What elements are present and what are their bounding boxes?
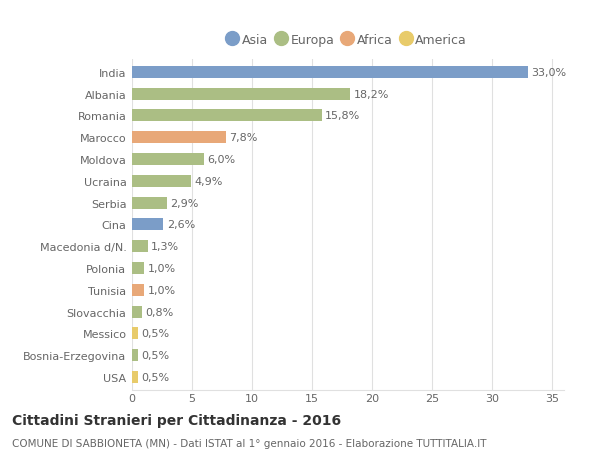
Text: 0,5%: 0,5%	[142, 329, 170, 339]
Bar	[132, 67, 528, 78]
Bar	[132, 349, 138, 361]
Legend: Asia, Europa, Africa, America: Asia, Europa, Africa, America	[229, 34, 467, 47]
Bar	[132, 263, 144, 274]
Text: COMUNE DI SABBIONETA (MN) - Dati ISTAT al 1° gennaio 2016 - Elaborazione TUTTITA: COMUNE DI SABBIONETA (MN) - Dati ISTAT a…	[12, 438, 487, 448]
Text: 0,8%: 0,8%	[145, 307, 173, 317]
Text: 2,9%: 2,9%	[170, 198, 199, 208]
Text: 6,0%: 6,0%	[208, 155, 236, 165]
Bar	[132, 284, 144, 296]
Text: 1,0%: 1,0%	[148, 285, 176, 295]
Bar	[132, 175, 191, 187]
Text: 33,0%: 33,0%	[532, 68, 567, 78]
Bar	[132, 89, 350, 101]
Text: 0,5%: 0,5%	[142, 372, 170, 382]
Bar	[132, 132, 226, 144]
Bar	[132, 241, 148, 252]
Text: 1,3%: 1,3%	[151, 241, 179, 252]
Text: 7,8%: 7,8%	[229, 133, 257, 143]
Bar	[132, 371, 138, 383]
Bar	[132, 328, 138, 340]
Text: 1,0%: 1,0%	[148, 263, 176, 274]
Bar	[132, 154, 204, 166]
Text: 2,6%: 2,6%	[167, 220, 195, 230]
Bar	[132, 306, 142, 318]
Text: 0,5%: 0,5%	[142, 350, 170, 360]
Text: 4,9%: 4,9%	[194, 176, 223, 186]
Text: Cittadini Stranieri per Cittadinanza - 2016: Cittadini Stranieri per Cittadinanza - 2…	[12, 413, 341, 427]
Bar	[132, 219, 163, 231]
Bar	[132, 110, 322, 122]
Text: 18,2%: 18,2%	[354, 90, 389, 100]
Text: 15,8%: 15,8%	[325, 111, 361, 121]
Bar	[132, 197, 167, 209]
